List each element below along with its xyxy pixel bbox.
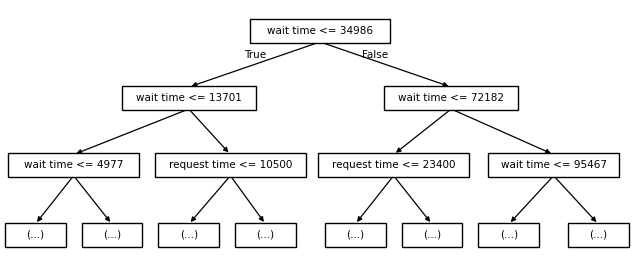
Text: False: False [362, 51, 388, 60]
Text: wait time <= 13701: wait time <= 13701 [136, 93, 242, 103]
Text: (...): (...) [500, 230, 518, 240]
FancyBboxPatch shape [402, 223, 463, 247]
Text: (...): (...) [180, 230, 198, 240]
Text: (...): (...) [589, 230, 607, 240]
Text: (...): (...) [257, 230, 275, 240]
Text: (...): (...) [423, 230, 441, 240]
Text: (...): (...) [346, 230, 364, 240]
FancyBboxPatch shape [81, 223, 142, 247]
Text: (...): (...) [103, 230, 121, 240]
Text: wait time <= 95467: wait time <= 95467 [500, 160, 607, 170]
Text: request time <= 10500: request time <= 10500 [169, 160, 292, 170]
FancyBboxPatch shape [479, 223, 540, 247]
Text: request time <= 23400: request time <= 23400 [332, 160, 455, 170]
FancyBboxPatch shape [159, 223, 219, 247]
Text: (...): (...) [26, 230, 44, 240]
Text: True: True [244, 51, 266, 60]
Text: wait time <= 72182: wait time <= 72182 [398, 93, 504, 103]
FancyBboxPatch shape [325, 223, 385, 247]
FancyBboxPatch shape [384, 86, 518, 110]
FancyBboxPatch shape [250, 19, 390, 43]
FancyBboxPatch shape [8, 153, 140, 177]
FancyBboxPatch shape [319, 153, 468, 177]
Text: wait time <= 4977: wait time <= 4977 [24, 160, 124, 170]
FancyBboxPatch shape [122, 86, 256, 110]
Text: wait time <= 34986: wait time <= 34986 [267, 26, 373, 36]
FancyBboxPatch shape [155, 153, 306, 177]
FancyBboxPatch shape [488, 153, 620, 177]
FancyBboxPatch shape [568, 223, 629, 247]
FancyBboxPatch shape [236, 223, 296, 247]
FancyBboxPatch shape [4, 223, 65, 247]
